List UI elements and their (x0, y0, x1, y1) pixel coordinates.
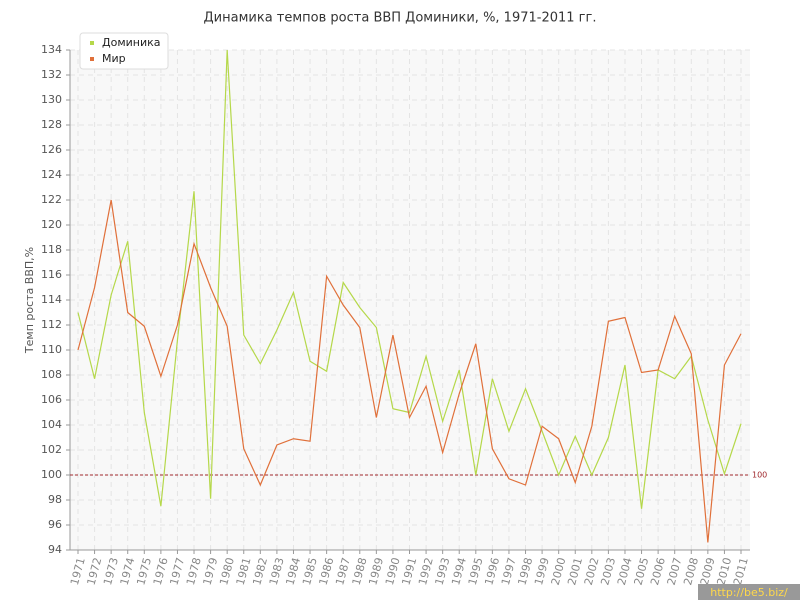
legend-marker (90, 41, 94, 45)
series-line (77, 49, 742, 509)
legend-box (79, 32, 169, 70)
y-tick-label: 124 (41, 168, 62, 181)
legend: Доминика Мир (79, 32, 169, 70)
y-tick-label: 126 (41, 143, 62, 156)
watermark: http://be5.biz/ (710, 586, 788, 599)
y-tick-label: 120 (41, 218, 62, 231)
y-tick-label: 98 (48, 493, 62, 506)
y-tick-label: 96 (48, 518, 62, 531)
y-tick-label: 114 (41, 293, 62, 306)
y-tick-label: 116 (41, 268, 62, 281)
reference-label: 100 (752, 471, 767, 480)
y-tick-label: 110 (41, 343, 62, 356)
y-tick-label: 108 (41, 368, 62, 381)
y-tick-label: 102 (41, 443, 62, 456)
x-tick-label: 2011 (731, 556, 751, 586)
legend-label: Мир (102, 52, 126, 65)
y-tick-label: 104 (41, 418, 62, 431)
y-tick-label: 100 (41, 468, 62, 481)
y-tick-label: 134 (41, 43, 62, 56)
y-tick-label: 94 (48, 543, 62, 556)
y-tick-label: 122 (41, 193, 62, 206)
y-axis-label: Темп роста ВВП,% (23, 247, 36, 354)
y-tick-label: 112 (41, 318, 62, 331)
watermark-box (698, 584, 800, 600)
chart-title: Динамика темпов роста ВВП Доминики, %, 1… (204, 11, 597, 26)
series-line (77, 199, 742, 543)
y-tick-label: 106 (41, 393, 62, 406)
y-tick-label: 130 (41, 93, 62, 106)
legend-label: Доминика (102, 36, 161, 49)
legend-marker (90, 57, 94, 61)
y-tick-label: 132 (41, 68, 62, 81)
y-tick-label: 118 (41, 243, 62, 256)
y-tick-label: 128 (41, 118, 62, 131)
